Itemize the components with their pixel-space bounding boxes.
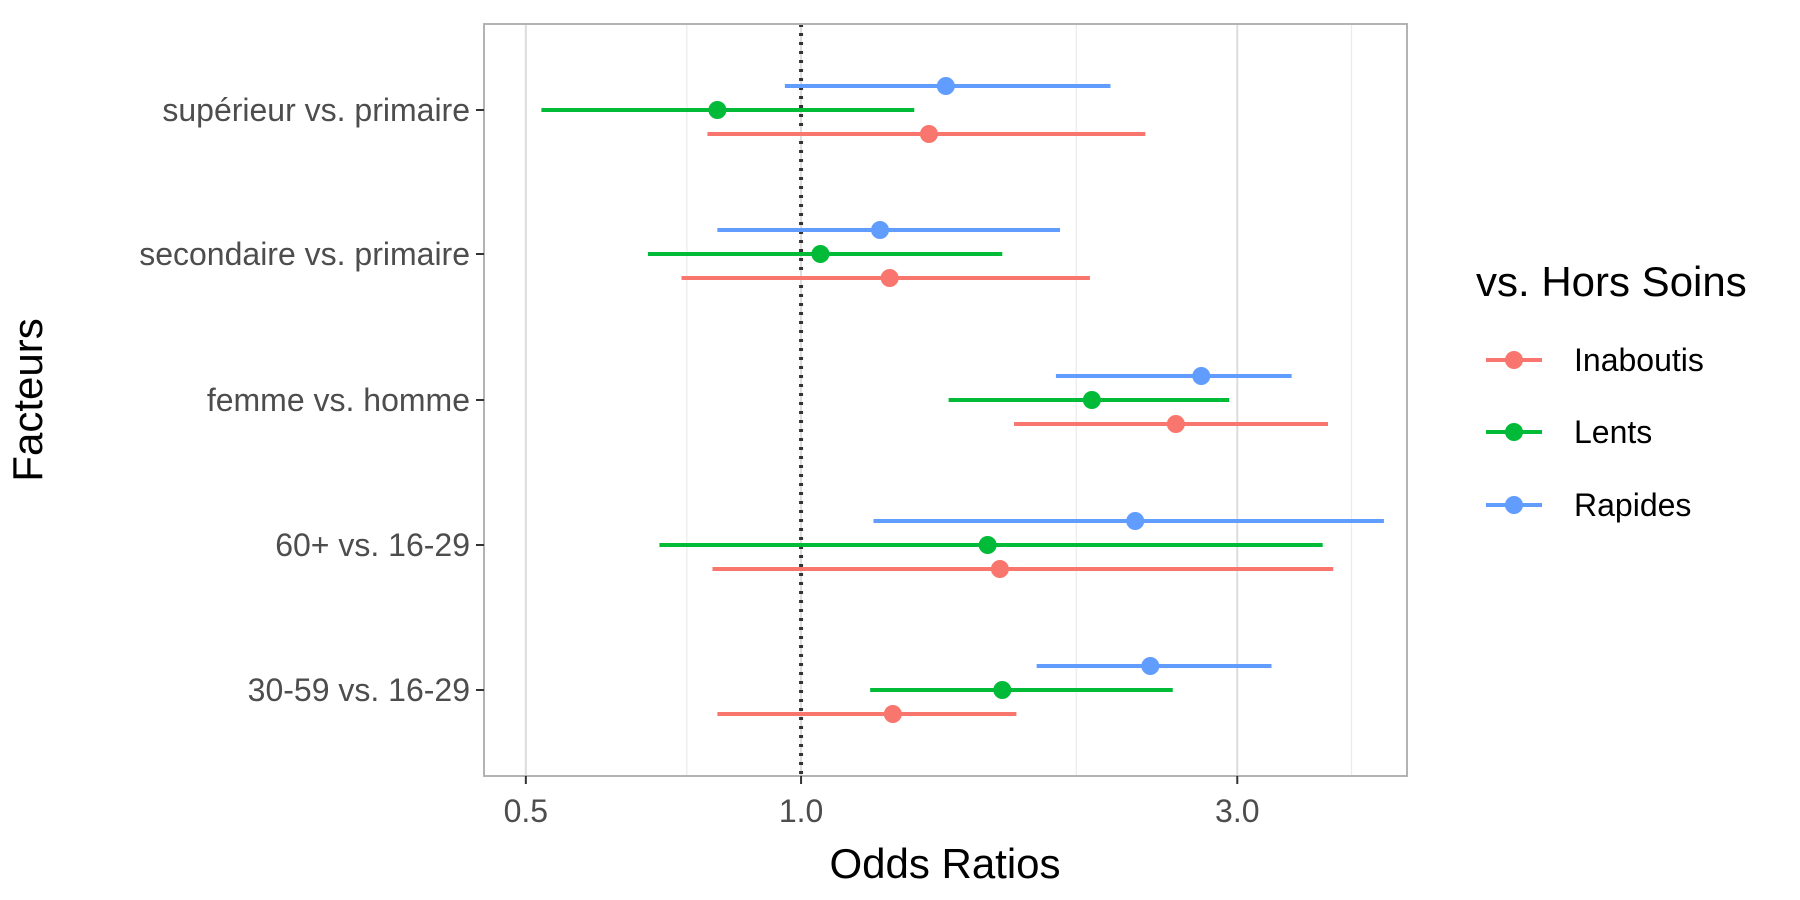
legend-items: Inaboutis Lents Rapides — [1486, 342, 1704, 523]
y-tick-label: supérieur vs. primaire — [162, 92, 470, 128]
point-estimate — [1141, 657, 1160, 675]
legend-label: Rapides — [1574, 487, 1691, 523]
x-axis-title: Odds Ratios — [829, 840, 1060, 887]
point-estimate — [883, 705, 902, 723]
legend: vs. Hors Soins Inaboutis Lents Rapides — [1476, 258, 1747, 523]
legend-key-point — [1505, 423, 1523, 441]
series-layer — [541, 77, 1384, 723]
y-tick-label: 60+ vs. 16-29 — [275, 527, 470, 563]
y-tick-label: 30-59 vs. 16-29 — [248, 672, 470, 708]
x-tick-label: 3.0 — [1215, 793, 1259, 829]
x-tick-label: 0.5 — [504, 793, 548, 829]
x-axis-ticks: 0.5 1.0 3.0 — [504, 776, 1260, 829]
point-estimate — [871, 221, 890, 239]
point-estimate — [811, 245, 830, 263]
point-estimate — [936, 77, 955, 95]
point-estimate — [1082, 391, 1101, 409]
point-estimate — [993, 681, 1012, 699]
y-axis-ticks: supérieur vs. primaire secondaire vs. pri… — [139, 92, 484, 708]
point-estimate — [978, 536, 997, 554]
point-estimate — [1126, 512, 1145, 530]
legend-title: vs. Hors Soins — [1476, 258, 1747, 305]
point-estimate — [708, 101, 727, 119]
legend-label: Inaboutis — [1574, 342, 1704, 378]
y-axis-title: Facteurs — [4, 318, 51, 481]
legend-key-point — [1505, 496, 1523, 514]
y-tick-label: femme vs. homme — [207, 382, 470, 418]
point-estimate — [1166, 415, 1185, 433]
point-estimate — [919, 125, 938, 143]
point-estimate — [880, 269, 899, 287]
legend-key-point — [1505, 351, 1523, 369]
point-estimate — [1192, 367, 1211, 385]
legend-label: Lents — [1574, 414, 1652, 450]
point-estimate — [990, 560, 1009, 578]
y-tick-label: secondaire vs. primaire — [139, 236, 470, 272]
x-tick-label: 1.0 — [779, 793, 823, 829]
